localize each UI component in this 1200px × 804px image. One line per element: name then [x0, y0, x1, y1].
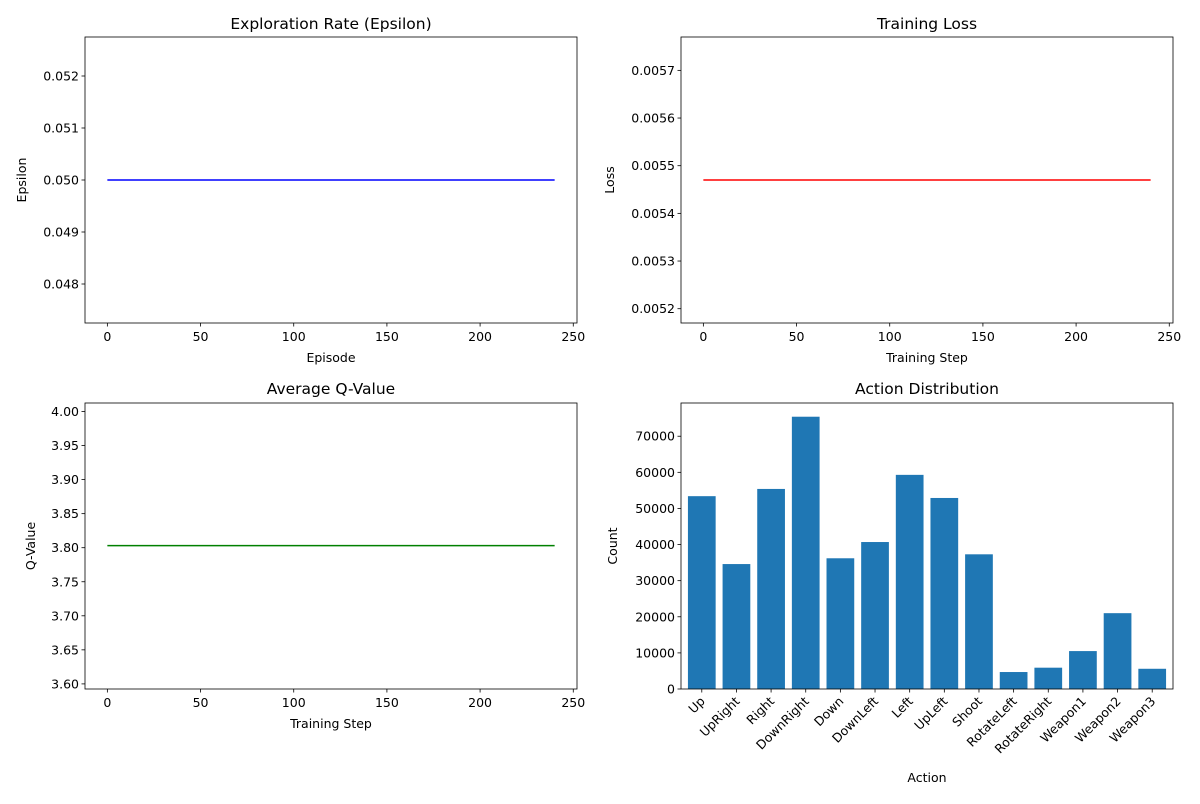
epsilon-x-tick-label: 100: [282, 329, 306, 344]
q-value-y-tick-label: 3.65: [51, 642, 79, 657]
q-value-x-tick-label: 50: [193, 695, 209, 710]
loss-chart-title: Training Loss: [876, 15, 977, 33]
action-y-tick-label: 50000: [635, 501, 675, 516]
action-bar: [930, 497, 959, 689]
q-value-y-tick-label: 3.75: [51, 574, 79, 589]
action-bar: [1034, 667, 1063, 689]
action-y-tick-label: 40000: [635, 537, 675, 552]
loss-x-tick-label: 150: [971, 329, 995, 344]
q-value-x-tick-label: 150: [375, 695, 399, 710]
q-value-chart-axes-frame: [84, 402, 578, 690]
loss-x-tick-label: 250: [1157, 329, 1181, 344]
loss-y-tick-label: 0.0055: [631, 158, 675, 173]
action-bar: [791, 416, 820, 689]
epsilon-y-tick-label: 0.051: [43, 121, 79, 136]
action-distribution-chart-x-label: Action: [907, 770, 946, 785]
q-value-y-tick-label: 3.70: [51, 608, 79, 623]
action-y-tick-label: 0: [667, 682, 675, 697]
epsilon-chart-y-label: Epsilon: [14, 158, 29, 203]
action-bar: [999, 672, 1028, 689]
q-value-x-tick-label: 200: [468, 695, 492, 710]
q-value-y-tick-label: 4.00: [51, 404, 79, 419]
action-distribution-chart-axes-frame: [680, 402, 1174, 690]
q-value-chart-y-label: Q-Value: [23, 522, 38, 571]
action-distribution-chart-y-ticks: 0 10000 20000 30000 40000 50000 60000 70000: [635, 429, 681, 697]
action-y-tick-label: 60000: [635, 465, 675, 480]
action-bar: [1103, 613, 1132, 689]
epsilon-chart-y-ticks: 0.048 0.049 0.050 0.051 0.052: [43, 69, 85, 292]
action-bar: [687, 496, 716, 689]
q-value-chart-x-label: Training Step: [289, 716, 372, 731]
loss-y-tick-label: 0.0057: [631, 63, 675, 78]
action-bar: [1138, 668, 1167, 689]
loss-y-tick-label: 0.0053: [631, 254, 675, 269]
q-value-y-tick-label: 3.60: [51, 676, 79, 691]
action-y-tick-label: 10000: [635, 645, 675, 660]
q-value-chart-title: Average Q-Value: [267, 380, 395, 398]
action-y-tick-label: 20000: [635, 609, 675, 624]
loss-chart-x-ticks: 0 50 100 150 200 250: [699, 323, 1181, 344]
epsilon-chart-x-ticks: 0 50 100 150 200 250: [103, 323, 585, 344]
epsilon-chart: Exploration Rate (Epsilon) 0 50 100 150 200 2…: [14, 15, 585, 365]
q-value-y-tick-label: 3.90: [51, 472, 79, 487]
action-y-tick-label: 30000: [635, 573, 675, 588]
action-y-tick-label: 70000: [635, 429, 675, 444]
epsilon-y-tick-label: 0.048: [43, 277, 79, 292]
action-distribution-chart-marks: [687, 416, 1167, 689]
action-bar: [965, 554, 993, 689]
q-value-chart-y-ticks: 3.60 3.65 3.70 3.75 3.80 3.85 3.90 3.95 4.00: [51, 404, 85, 691]
loss-x-tick-label: 0: [699, 329, 707, 344]
loss-chart-y-ticks: 0.0052 0.0053 0.0054 0.0055 0.0056 0.0057: [631, 63, 681, 316]
action-bar: [826, 558, 855, 689]
action-bar: [861, 542, 889, 689]
loss-chart-x-label: Training Step: [885, 350, 968, 365]
q-value-y-tick-label: 3.85: [51, 506, 79, 521]
epsilon-x-tick-label: 250: [561, 329, 585, 344]
loss-y-tick-label: 0.0054: [631, 206, 675, 221]
action-bar: [722, 564, 751, 689]
loss-y-tick-label: 0.0056: [631, 111, 675, 126]
loss-y-tick-label: 0.0052: [631, 301, 675, 316]
epsilon-x-tick-label: 200: [468, 329, 492, 344]
loss-x-tick-label: 200: [1064, 329, 1088, 344]
q-value-y-tick-label: 3.80: [51, 540, 79, 555]
action-distribution-chart-title: Action Distribution: [855, 380, 999, 398]
q-value-chart: Average Q-Value 0 50 100 150 200 250 3.60 3.65…: [23, 380, 585, 731]
action-bar: [1069, 651, 1097, 689]
q-value-x-tick-label: 250: [561, 695, 585, 710]
epsilon-x-tick-label: 150: [375, 329, 399, 344]
loss-chart-y-label: Loss: [602, 166, 617, 193]
epsilon-x-tick-label: 0: [103, 329, 111, 344]
epsilon-y-tick-label: 0.049: [43, 225, 79, 240]
action-distribution-chart-y-label: Count: [605, 527, 620, 564]
loss-x-tick-label: 50: [789, 329, 805, 344]
loss-chart-axes-frame: [680, 36, 1174, 324]
action-bar: [757, 488, 785, 689]
action-bar: [895, 474, 924, 689]
epsilon-y-tick-label: 0.050: [43, 173, 79, 188]
q-value-x-tick-label: 100: [282, 695, 306, 710]
epsilon-y-tick-label: 0.052: [43, 69, 79, 84]
q-value-x-tick-label: 0: [103, 695, 111, 710]
loss-x-tick-label: 100: [878, 329, 902, 344]
epsilon-chart-x-label: Episode: [306, 350, 355, 365]
loss-chart: Training Loss 0 50 100 150 200 250 0.00520.00…: [602, 15, 1181, 365]
q-value-y-tick-label: 3.95: [51, 438, 79, 453]
q-value-chart-x-ticks: 0 50 100 150 200 250: [103, 689, 585, 710]
epsilon-x-tick-label: 50: [193, 329, 209, 344]
epsilon-chart-title: Exploration Rate (Epsilon): [230, 15, 431, 33]
